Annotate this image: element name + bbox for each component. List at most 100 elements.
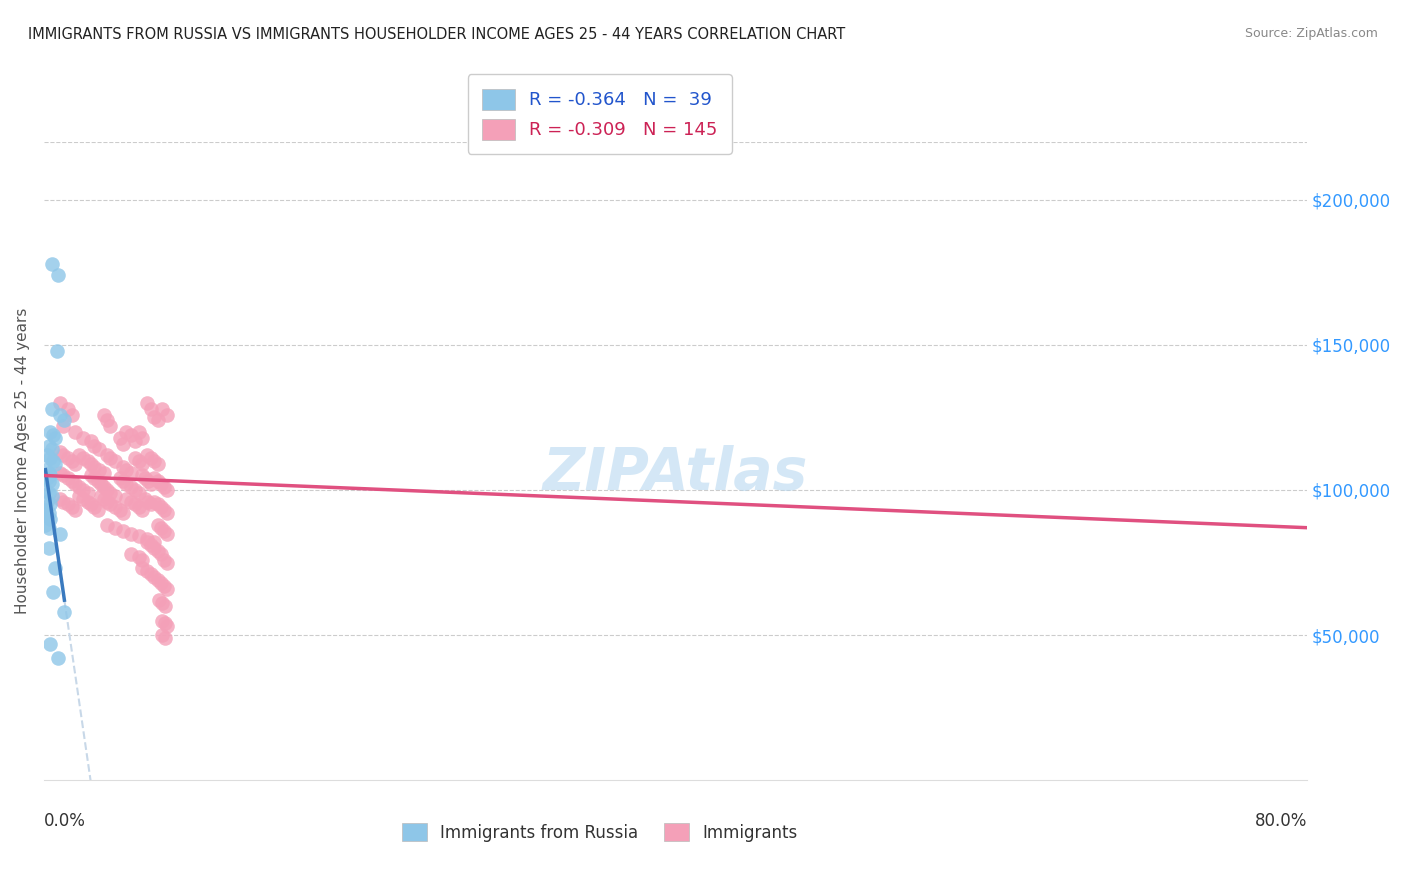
Point: [65, 477, 87, 491]
Point: [111, 436, 134, 450]
Point: [53, 413, 76, 427]
Point: [38, 466, 60, 480]
Point: [143, 494, 166, 508]
Point: [115, 425, 138, 439]
Point: [89, 463, 111, 477]
Point: [38, 506, 60, 520]
Point: [124, 434, 146, 448]
Point: [48, 445, 70, 459]
Point: [83, 459, 105, 474]
Point: [41, 257, 63, 271]
Point: [108, 503, 131, 517]
Point: [153, 503, 176, 517]
Point: [143, 535, 166, 549]
Point: [150, 628, 173, 642]
Point: [96, 413, 118, 427]
Point: [52, 494, 75, 508]
Point: [136, 475, 159, 489]
Point: [41, 477, 63, 491]
Point: [124, 483, 146, 497]
Point: [93, 480, 115, 494]
Point: [149, 547, 172, 561]
Point: [143, 471, 166, 485]
Point: [128, 500, 150, 515]
Text: Source: ZipAtlas.com: Source: ZipAtlas.com: [1244, 27, 1378, 40]
Point: [115, 463, 138, 477]
Point: [146, 573, 169, 587]
Point: [146, 544, 169, 558]
Point: [149, 500, 172, 515]
Point: [141, 538, 163, 552]
Point: [146, 517, 169, 532]
Point: [38, 486, 60, 500]
Y-axis label: Householder Income Ages 25 - 44 years: Householder Income Ages 25 - 44 years: [15, 308, 30, 615]
Point: [155, 599, 177, 613]
Point: [146, 457, 169, 471]
Point: [128, 486, 150, 500]
Point: [120, 466, 142, 480]
Text: 80.0%: 80.0%: [1254, 812, 1308, 830]
Point: [35, 448, 58, 462]
Point: [60, 454, 83, 468]
Point: [131, 561, 153, 575]
Point: [39, 451, 62, 466]
Point: [80, 498, 103, 512]
Point: [56, 401, 79, 416]
Point: [46, 268, 69, 283]
Point: [135, 533, 157, 547]
Point: [34, 483, 56, 497]
Point: [124, 451, 146, 466]
Point: [48, 396, 70, 410]
Point: [135, 396, 157, 410]
Point: [42, 428, 65, 442]
Point: [156, 582, 179, 596]
Point: [83, 500, 105, 515]
Point: [65, 457, 87, 471]
Point: [38, 541, 60, 555]
Point: [98, 498, 121, 512]
Point: [90, 477, 112, 491]
Point: [52, 419, 75, 434]
Point: [131, 431, 153, 445]
Point: [86, 503, 108, 517]
Point: [72, 451, 94, 466]
Point: [83, 471, 105, 485]
Point: [38, 475, 60, 489]
Point: [150, 614, 173, 628]
Point: [131, 468, 153, 483]
Point: [146, 475, 169, 489]
Point: [39, 637, 62, 651]
Point: [60, 408, 83, 422]
Point: [96, 517, 118, 532]
Point: [67, 448, 90, 462]
Point: [155, 631, 177, 645]
Point: [108, 471, 131, 485]
Point: [135, 448, 157, 462]
Point: [149, 575, 172, 590]
Point: [131, 457, 153, 471]
Point: [120, 547, 142, 561]
Point: [150, 401, 173, 416]
Point: [135, 535, 157, 549]
Point: [80, 468, 103, 483]
Point: [148, 593, 170, 607]
Point: [96, 448, 118, 462]
Point: [143, 454, 166, 468]
Point: [65, 503, 87, 517]
Point: [155, 616, 177, 631]
Text: 0.0%: 0.0%: [44, 812, 86, 830]
Point: [150, 596, 173, 610]
Point: [35, 471, 58, 485]
Point: [53, 605, 76, 619]
Point: [156, 556, 179, 570]
Point: [56, 471, 79, 485]
Point: [34, 517, 56, 532]
Point: [153, 524, 176, 538]
Point: [77, 454, 100, 468]
Point: [52, 468, 75, 483]
Point: [48, 466, 70, 480]
Point: [131, 552, 153, 566]
Point: [134, 471, 156, 485]
Point: [56, 498, 79, 512]
Point: [124, 498, 146, 512]
